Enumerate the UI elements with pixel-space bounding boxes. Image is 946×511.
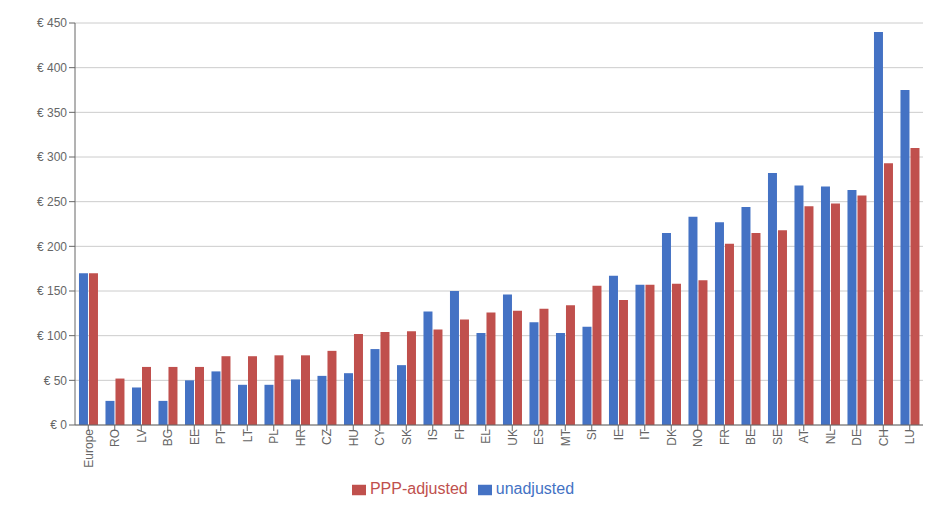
svg-text:SE: SE [771, 429, 785, 445]
svg-text:EE: EE [188, 429, 202, 445]
svg-text:UK: UK [506, 429, 520, 446]
svg-text:€ 450: € 450 [37, 16, 67, 30]
svg-text:LT: LT [241, 428, 255, 442]
svg-text:AT: AT [797, 428, 811, 443]
html-text:PPP-adjusted: PPP-adjusted [369, 480, 468, 497]
svg-text:CZ: CZ [320, 429, 334, 445]
html-text:unadjusted: unadjusted [495, 480, 575, 497]
svg-text:PL: PL [267, 429, 281, 444]
svg-text:BG: BG [161, 429, 175, 446]
svg-text:MT: MT [559, 428, 573, 446]
svg-text:IS: IS [426, 429, 440, 440]
svg-text:€ 150: € 150 [37, 284, 67, 298]
svg-text:DE: DE [850, 429, 864, 446]
svg-text:RO: RO [108, 429, 122, 447]
svg-text:Europe: Europe [82, 429, 96, 468]
svg-text:LU: LU [903, 429, 917, 444]
svg-text:IE: IE [612, 429, 626, 440]
svg-text:SK: SK [400, 429, 414, 445]
svg-text:€ 400: € 400 [37, 61, 67, 75]
svg-text:DK: DK [665, 429, 679, 446]
svg-text:€ 0: € 0 [50, 418, 67, 432]
svg-text:ES: ES [532, 429, 546, 445]
svg-text:IT: IT [638, 428, 652, 439]
svg-text:€ 350: € 350 [37, 106, 67, 120]
svg-text:€ 100: € 100 [37, 329, 67, 343]
svg-text:FI: FI [453, 429, 467, 440]
svg-text:HU: HU [347, 429, 361, 446]
svg-text:SI: SI [585, 429, 599, 440]
svg-text:CH: CH [877, 429, 891, 446]
svg-text:€ 50: € 50 [44, 374, 68, 388]
svg-text:CY: CY [373, 429, 387, 446]
svg-text:EL: EL [479, 429, 493, 444]
svg-text:BE: BE [744, 429, 758, 445]
svg-text:FR: FR [718, 429, 732, 445]
svg-text:€ 200: € 200 [37, 240, 67, 254]
svg-text:€ 250: € 250 [37, 195, 67, 209]
svg-text:NO: NO [691, 429, 705, 447]
svg-text:€ 300: € 300 [37, 150, 67, 164]
svg-text:PT: PT [214, 428, 228, 444]
svg-text:NL: NL [824, 429, 838, 445]
svg-text:HR: HR [294, 429, 308, 447]
svg-text:LV: LV [135, 429, 149, 443]
